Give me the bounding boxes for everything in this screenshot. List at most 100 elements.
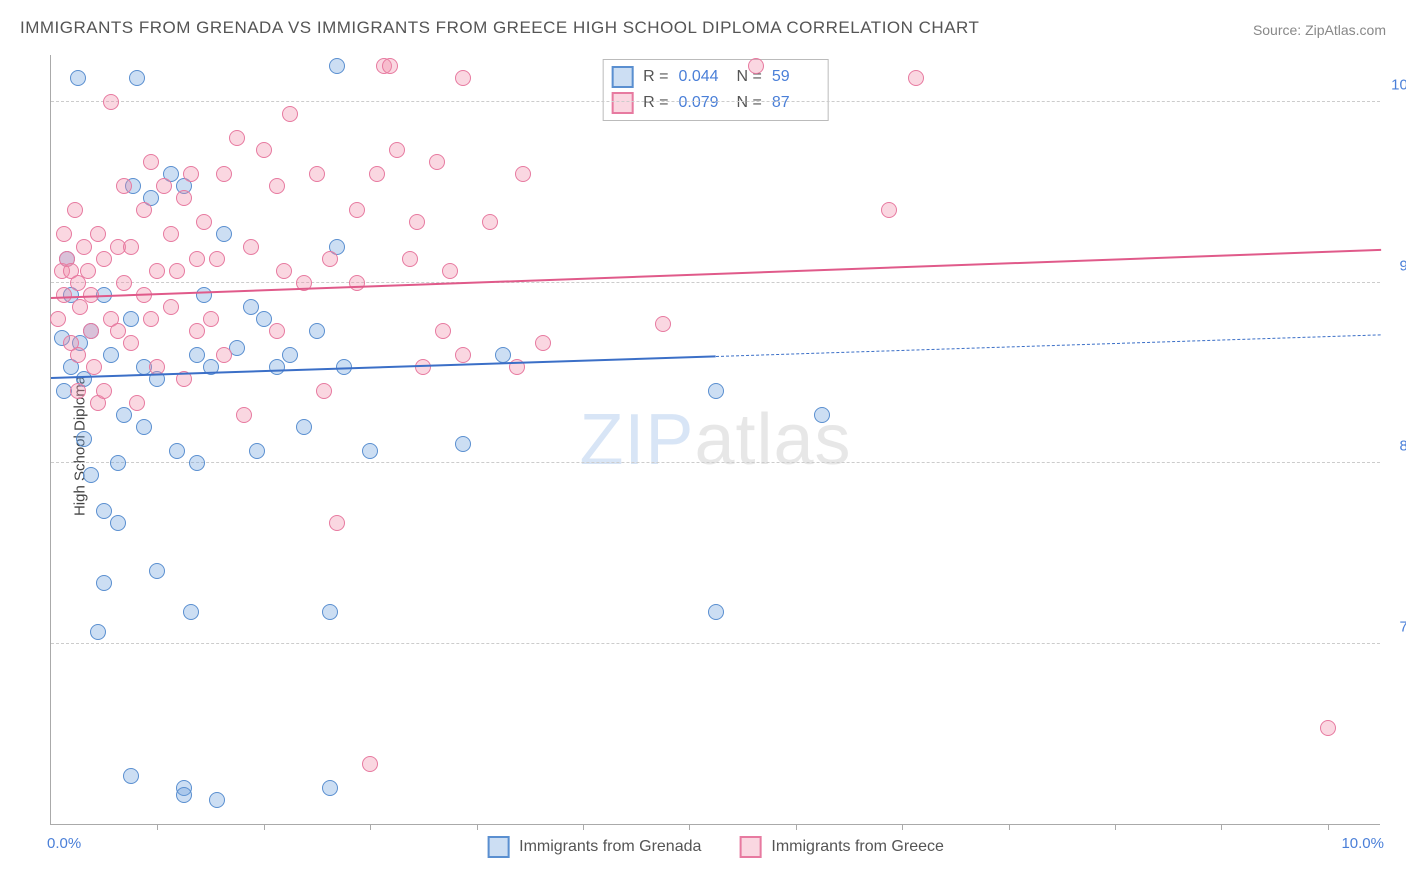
data-point <box>515 166 531 182</box>
data-point <box>269 359 285 375</box>
trend-line <box>51 249 1381 299</box>
data-point <box>1320 720 1336 736</box>
data-point <box>163 226 179 242</box>
trend-line <box>716 335 1381 358</box>
gridline <box>51 101 1380 102</box>
data-point <box>209 251 225 267</box>
data-point <box>76 431 92 447</box>
data-point <box>535 335 551 351</box>
data-point <box>169 443 185 459</box>
data-point <box>189 347 205 363</box>
watermark: ZIPatlas <box>579 399 851 481</box>
data-point <box>814 407 830 423</box>
legend-row-grenada: R = 0.044 N = 59 <box>611 64 820 90</box>
data-point <box>143 311 159 327</box>
data-point <box>70 383 86 399</box>
chart-title: IMMIGRANTS FROM GRENADA VS IMMIGRANTS FR… <box>20 18 979 38</box>
x-tick <box>689 824 690 830</box>
data-point <box>56 287 72 303</box>
data-point <box>80 263 96 279</box>
data-point <box>322 251 338 267</box>
data-point <box>103 347 119 363</box>
data-point <box>256 142 272 158</box>
data-point <box>209 792 225 808</box>
data-point <box>216 166 232 182</box>
data-point <box>249 443 265 459</box>
data-point <box>655 316 671 332</box>
data-point <box>90 226 106 242</box>
y-tick-label: 77.5% <box>1384 618 1406 635</box>
y-tick-label: 85.0% <box>1384 438 1406 455</box>
data-point <box>455 436 471 452</box>
data-point <box>708 383 724 399</box>
data-point <box>243 299 259 315</box>
data-point <box>129 70 145 86</box>
data-point <box>276 263 292 279</box>
x-tick <box>1115 824 1116 830</box>
data-point <box>296 419 312 435</box>
data-point <box>389 142 405 158</box>
x-tick <box>1328 824 1329 830</box>
scatter-plot-area: ZIPatlas R = 0.044 N = 59 R = 0.079 N = … <box>50 55 1380 825</box>
data-point <box>116 407 132 423</box>
data-point <box>110 515 126 531</box>
gridline <box>51 462 1380 463</box>
y-tick-label: 92.5% <box>1384 257 1406 274</box>
x-max-label: 10.0% <box>1341 835 1384 852</box>
data-point <box>56 226 72 242</box>
data-point <box>881 202 897 218</box>
data-point <box>116 275 132 291</box>
data-point <box>455 347 471 363</box>
x-tick <box>902 824 903 830</box>
data-point <box>349 202 365 218</box>
y-tick-label: 100.0% <box>1384 77 1406 94</box>
data-point <box>229 130 245 146</box>
swatch-greece <box>739 836 761 858</box>
data-point <box>256 311 272 327</box>
data-point <box>435 323 451 339</box>
data-point <box>50 311 66 327</box>
data-point <box>123 239 139 255</box>
data-point <box>495 347 511 363</box>
data-point <box>156 178 172 194</box>
data-point <box>243 239 259 255</box>
data-point <box>70 70 86 86</box>
data-point <box>183 166 199 182</box>
data-point <box>196 214 212 230</box>
data-point <box>309 166 325 182</box>
data-point <box>282 347 298 363</box>
data-point <box>96 383 112 399</box>
data-point <box>322 604 338 620</box>
data-point <box>123 768 139 784</box>
data-point <box>429 154 445 170</box>
data-point <box>96 503 112 519</box>
gridline <box>51 643 1380 644</box>
data-point <box>67 202 83 218</box>
data-point <box>110 323 126 339</box>
data-point <box>129 395 145 411</box>
data-point <box>189 251 205 267</box>
data-point <box>163 299 179 315</box>
x-min-label: 0.0% <box>47 835 81 852</box>
data-point <box>96 251 112 267</box>
x-tick <box>264 824 265 830</box>
data-point <box>123 311 139 327</box>
swatch-grenada <box>487 836 509 858</box>
data-point <box>96 575 112 591</box>
data-point <box>309 323 325 339</box>
data-point <box>329 58 345 74</box>
gridline <box>51 282 1380 283</box>
data-point <box>216 347 232 363</box>
data-point <box>110 455 126 471</box>
data-point <box>402 251 418 267</box>
data-point <box>282 106 298 122</box>
data-point <box>748 58 764 74</box>
data-point <box>176 787 192 803</box>
data-point <box>103 94 119 110</box>
data-point <box>196 287 212 303</box>
data-point <box>76 239 92 255</box>
data-point <box>236 407 252 423</box>
legend-item-grenada: Immigrants from Grenada <box>487 836 701 858</box>
data-point <box>362 443 378 459</box>
legend-row-greece: R = 0.079 N = 87 <box>611 90 820 116</box>
